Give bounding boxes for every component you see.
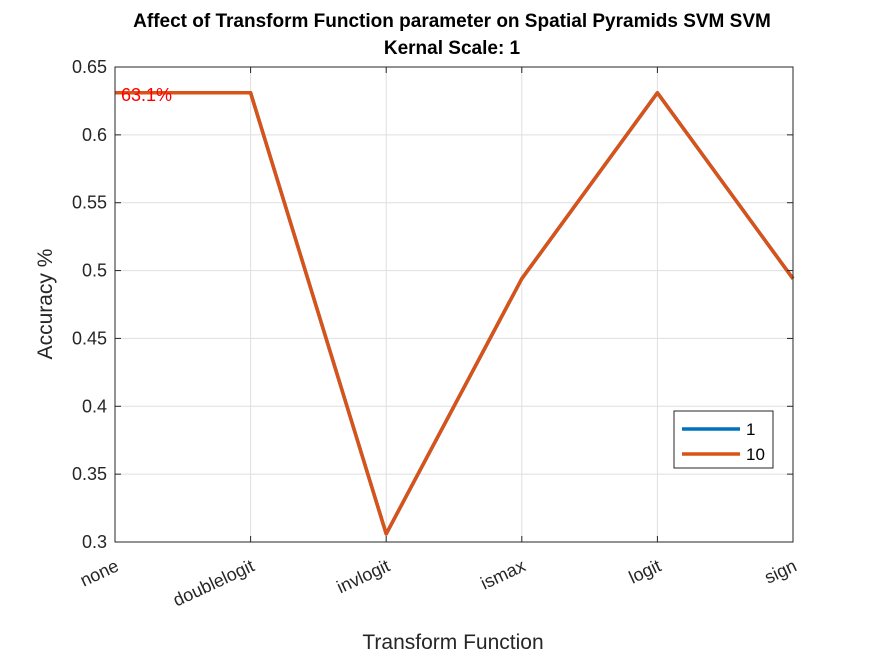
y-tick-label: 0.55 — [72, 193, 107, 213]
y-tick-label: 0.3 — [82, 532, 107, 552]
y-axis-label: Accuracy % — [34, 249, 57, 360]
annotation-layer: 63.1% — [121, 85, 172, 105]
y-tick-label: 0.5 — [82, 261, 107, 281]
y-tick-label: 0.45 — [72, 328, 107, 348]
legend: 110 — [673, 410, 774, 469]
y-tick-label: 0.6 — [82, 125, 107, 145]
y-tick-label: 0.4 — [82, 396, 107, 416]
chart-subtitle: Kernal Scale: 1 — [384, 38, 521, 59]
x-axis-label: Transform Function — [362, 631, 543, 654]
y-tick-label: 0.65 — [72, 57, 107, 77]
legend-label: 1 — [746, 420, 755, 439]
y-tick-label: 0.35 — [72, 464, 107, 484]
value-annotation: 63.1% — [121, 85, 172, 105]
axis-ticks — [114, 66, 794, 543]
y-tick-labels: 0.3 0.35 0.4 0.45 0.5 0.55 0.6 0.65 — [72, 57, 107, 552]
legend-label: 10 — [746, 445, 765, 464]
axes-box — [114, 66, 794, 543]
chart-title: Affect of Transform Function parameter o… — [133, 11, 771, 32]
series-layer — [115, 91, 795, 536]
series-line-10 — [115, 91, 795, 536]
legend-box — [673, 410, 774, 469]
